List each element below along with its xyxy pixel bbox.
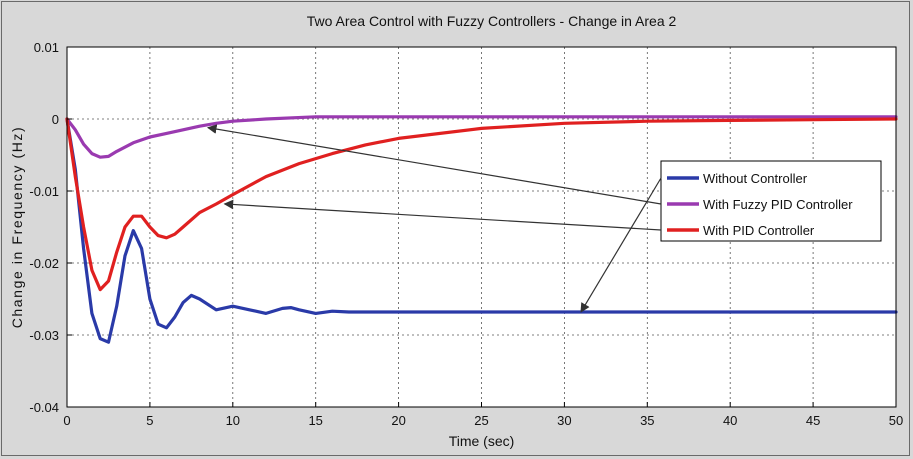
series-line (65, 117, 898, 292)
legend-box (660, 160, 882, 242)
x-tick-label: 5 (146, 413, 153, 428)
x-tick-label: 15 (308, 413, 322, 428)
legend: Without Controller With Fuzzy PID Control… (660, 160, 882, 242)
series-group (65, 115, 898, 344)
x-tick-label: 45 (806, 413, 820, 428)
annotation-arrow (223, 199, 662, 231)
x-tick-label: 25 (474, 413, 488, 428)
series-line (65, 117, 898, 344)
y-tick-label: -0.01 (29, 184, 59, 199)
y-tick-label: -0.02 (29, 256, 59, 271)
y-tick-label: 0.01 (34, 40, 59, 55)
y-tick-label: -0.04 (29, 400, 59, 415)
x-axis-label: Time (sec) (449, 433, 515, 449)
legend-label: With Fuzzy PID Controller (703, 197, 853, 212)
y-axis-label: Change in Frequency (Hz) (9, 126, 25, 329)
x-tick-label: 20 (391, 413, 405, 428)
x-tick-label: 0 (63, 413, 70, 428)
series-line (65, 115, 898, 159)
x-tick-label: 35 (640, 413, 654, 428)
legend-label: Without Controller (703, 171, 808, 186)
tick-labels: 0 5 10 15 20 25 30 35 40 45 50 0.01 0 -0.01 -0.02 -0.03… (29, 40, 903, 428)
chart-title: Two Area Control with Fuzzy Controllers … (307, 13, 677, 29)
y-tick-label: 0 (52, 112, 59, 127)
annotation-arrow (580, 177, 662, 313)
annotation-arrow (206, 124, 662, 205)
x-tick-label: 40 (723, 413, 737, 428)
legend-label: With PID Controller (703, 223, 815, 238)
x-tick-label: 10 (226, 413, 240, 428)
annotation-arrows (206, 124, 662, 313)
x-tick-label: 50 (889, 413, 903, 428)
y-tick-label: -0.03 (29, 328, 59, 343)
x-tick-label: 30 (557, 413, 571, 428)
